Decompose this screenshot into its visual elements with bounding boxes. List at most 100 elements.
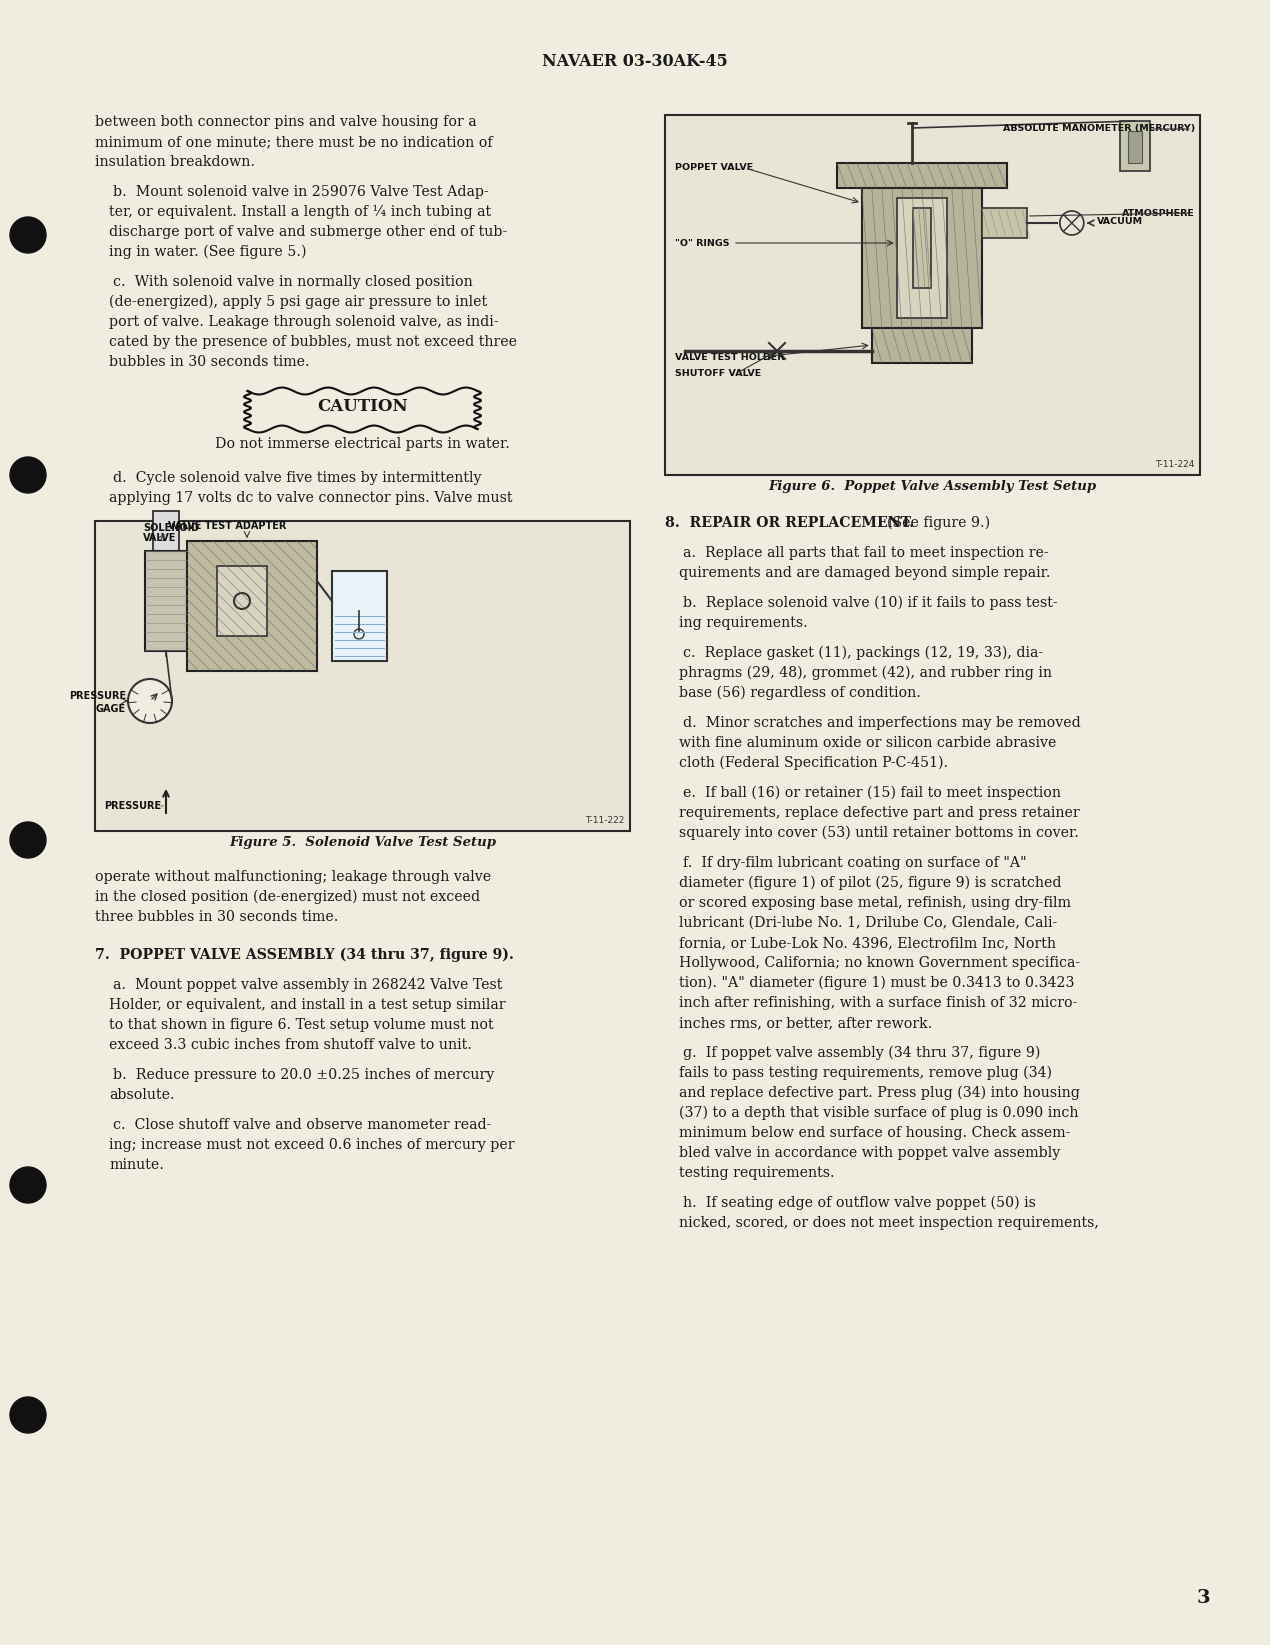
- Text: requirements, replace defective part and press retainer: requirements, replace defective part and…: [679, 806, 1080, 819]
- Text: ing in water. (See figure 5.): ing in water. (See figure 5.): [109, 245, 306, 260]
- Text: h.  If seating edge of outflow valve poppet (50) is: h. If seating edge of outflow valve popp…: [683, 1196, 1036, 1211]
- Text: minute.: minute.: [109, 1158, 164, 1171]
- Text: Figure 5.  Solenoid Valve Test Setup: Figure 5. Solenoid Valve Test Setup: [229, 836, 497, 849]
- Text: fornia, or Lube-Lok No. 4396, Electrofilm Inc, North: fornia, or Lube-Lok No. 4396, Electrofil…: [679, 936, 1055, 951]
- Circle shape: [10, 1397, 46, 1433]
- Text: bubbles in 30 seconds time.: bubbles in 30 seconds time.: [109, 355, 310, 368]
- Text: GAGE: GAGE: [95, 704, 126, 714]
- Text: d.  Cycle solenoid valve five times by intermittently: d. Cycle solenoid valve five times by in…: [113, 470, 481, 485]
- Circle shape: [10, 822, 46, 859]
- Bar: [331, 571, 387, 661]
- Bar: [217, 566, 267, 637]
- Text: PRESSURE: PRESSURE: [104, 801, 161, 811]
- Text: minimum of one minute; there must be no indication of: minimum of one minute; there must be no …: [95, 135, 493, 150]
- Text: in the closed position (de-energized) must not exceed: in the closed position (de-energized) mu…: [95, 890, 480, 905]
- Text: inch after refinishing, with a surface finish of 32 micro-: inch after refinishing, with a surface f…: [679, 995, 1077, 1010]
- Text: T-11-222: T-11-222: [584, 816, 624, 826]
- Text: inches rms, or better, after rework.: inches rms, or better, after rework.: [679, 1017, 932, 1030]
- Text: tion). "A" diameter (figure 1) must be 0.3413 to 0.3423: tion). "A" diameter (figure 1) must be 0…: [679, 975, 1074, 990]
- Circle shape: [128, 679, 171, 724]
- Text: ing requirements.: ing requirements.: [679, 615, 808, 630]
- Text: (See figure 9.): (See figure 9.): [878, 517, 991, 530]
- Text: e.  If ball (16) or retainer (15) fail to meet inspection: e. If ball (16) or retainer (15) fail to…: [683, 786, 1060, 801]
- Text: CAUTION: CAUTION: [318, 398, 408, 415]
- Bar: [152, 512, 179, 551]
- Bar: [982, 207, 1027, 239]
- Text: with fine aluminum oxide or silicon carbide abrasive: with fine aluminum oxide or silicon carb…: [679, 735, 1057, 750]
- Text: f.  If dry-film lubricant coating on surface of "A": f. If dry-film lubricant coating on surf…: [683, 855, 1026, 870]
- Text: fails to pass testing requirements, remove plug (34): fails to pass testing requirements, remo…: [679, 1066, 1052, 1081]
- Text: b.  Mount solenoid valve in 259076 Valve Test Adap-: b. Mount solenoid valve in 259076 Valve …: [113, 184, 489, 199]
- Text: ATMOSPHERE: ATMOSPHERE: [1123, 209, 1195, 217]
- Text: c.  With solenoid valve in normally closed position: c. With solenoid valve in normally close…: [113, 275, 472, 290]
- Text: insulation breakdown.: insulation breakdown.: [95, 155, 255, 169]
- Text: a.  Mount poppet valve assembly in 268242 Valve Test: a. Mount poppet valve assembly in 268242…: [113, 979, 503, 992]
- Text: minimum below end surface of housing. Check assem-: minimum below end surface of housing. Ch…: [679, 1125, 1071, 1140]
- Text: c.  Close shutoff valve and observe manometer read-: c. Close shutoff valve and observe manom…: [113, 1119, 491, 1132]
- Bar: [665, 115, 1200, 475]
- Text: VALVE TEST HOLDER: VALVE TEST HOLDER: [674, 352, 785, 362]
- Text: applying 17 volts dc to valve connector pins. Valve must: applying 17 volts dc to valve connector …: [109, 490, 513, 505]
- Text: SHUTOFF VALVE: SHUTOFF VALVE: [674, 368, 761, 377]
- Text: d.  Minor scratches and imperfections may be removed: d. Minor scratches and imperfections may…: [683, 716, 1081, 730]
- Text: operate without malfunctioning; leakage through valve: operate without malfunctioning; leakage …: [95, 870, 491, 883]
- Text: Holder, or equivalent, and install in a test setup similar: Holder, or equivalent, and install in a …: [109, 999, 505, 1012]
- Text: c.  Replace gasket (11), packings (12, 19, 33), dia-: c. Replace gasket (11), packings (12, 19…: [683, 646, 1043, 660]
- Text: 3: 3: [1196, 1589, 1210, 1607]
- Text: quirements and are damaged beyond simple repair.: quirements and are damaged beyond simple…: [679, 566, 1050, 581]
- Text: (37) to a depth that visible surface of plug is 0.090 inch: (37) to a depth that visible surface of …: [679, 1105, 1078, 1120]
- Text: to that shown in figure 6. Test setup volume must not: to that shown in figure 6. Test setup vo…: [109, 1018, 494, 1031]
- Bar: [95, 521, 630, 831]
- Text: diameter (figure 1) of pilot (25, figure 9) is scratched: diameter (figure 1) of pilot (25, figure…: [679, 877, 1062, 890]
- Text: testing requirements.: testing requirements.: [679, 1166, 834, 1179]
- Bar: [897, 197, 947, 317]
- Bar: [913, 207, 931, 288]
- Text: three bubbles in 30 seconds time.: three bubbles in 30 seconds time.: [95, 910, 338, 924]
- Text: ABSOLUTE MANOMETER (MERCURY): ABSOLUTE MANOMETER (MERCURY): [1003, 125, 1195, 133]
- Text: VALVE TEST ADAPTER: VALVE TEST ADAPTER: [168, 521, 286, 531]
- Circle shape: [10, 1166, 46, 1202]
- Text: PRESSURE: PRESSURE: [69, 691, 126, 701]
- Circle shape: [10, 217, 46, 253]
- Text: a.  Replace all parts that fail to meet inspection re-: a. Replace all parts that fail to meet i…: [683, 546, 1049, 559]
- Text: T-11-224: T-11-224: [1154, 461, 1194, 469]
- Text: bled valve in accordance with poppet valve assembly: bled valve in accordance with poppet val…: [679, 1147, 1060, 1160]
- Text: SOLENOID: SOLENOID: [144, 523, 199, 533]
- Text: and replace defective part. Press plug (34) into housing: and replace defective part. Press plug (…: [679, 1086, 1080, 1101]
- Text: cated by the presence of bubbles, must not exceed three: cated by the presence of bubbles, must n…: [109, 336, 517, 349]
- Text: Do not immerse electrical parts in water.: Do not immerse electrical parts in water…: [215, 438, 511, 451]
- Text: NAVAER 03-30AK-45: NAVAER 03-30AK-45: [542, 54, 728, 71]
- Text: Hollywood, California; no known Government specifica-: Hollywood, California; no known Governme…: [679, 956, 1080, 971]
- Bar: [187, 541, 318, 671]
- Text: nicked, scored, or does not meet inspection requirements,: nicked, scored, or does not meet inspect…: [679, 1216, 1099, 1230]
- Text: 8.  REPAIR OR REPLACEMENT.: 8. REPAIR OR REPLACEMENT.: [665, 517, 914, 530]
- Text: g.  If poppet valve assembly (34 thru 37, figure 9): g. If poppet valve assembly (34 thru 37,…: [683, 1046, 1040, 1061]
- Bar: [145, 551, 187, 651]
- Text: 7.  POPPET VALVE ASSEMBLY (34 thru 37, figure 9).: 7. POPPET VALVE ASSEMBLY (34 thru 37, fi…: [95, 948, 514, 962]
- Text: cloth (Federal Specification P-C-451).: cloth (Federal Specification P-C-451).: [679, 757, 949, 770]
- Text: absolute.: absolute.: [109, 1087, 175, 1102]
- Bar: [1120, 122, 1151, 171]
- Text: ing; increase must not exceed 0.6 inches of mercury per: ing; increase must not exceed 0.6 inches…: [109, 1138, 514, 1152]
- Text: squarely into cover (53) until retainer bottoms in cover.: squarely into cover (53) until retainer …: [679, 826, 1080, 841]
- Text: or scored exposing base metal, refinish, using dry-film: or scored exposing base metal, refinish,…: [679, 897, 1071, 910]
- Text: "O" RINGS: "O" RINGS: [674, 239, 729, 247]
- Text: b.  Reduce pressure to 20.0 ±0.25 inches of mercury: b. Reduce pressure to 20.0 ±0.25 inches …: [113, 1068, 494, 1082]
- Text: phragms (29, 48), grommet (42), and rubber ring in: phragms (29, 48), grommet (42), and rubb…: [679, 666, 1052, 681]
- Text: Figure 6.  Poppet Valve Assembly Test Setup: Figure 6. Poppet Valve Assembly Test Set…: [768, 480, 1096, 494]
- Text: POPPET VALVE: POPPET VALVE: [674, 163, 753, 173]
- Text: base (56) regardless of condition.: base (56) regardless of condition.: [679, 686, 921, 701]
- Text: exceed 3.3 cubic inches from shutoff valve to unit.: exceed 3.3 cubic inches from shutoff val…: [109, 1038, 472, 1053]
- Text: lubricant (Dri-lube No. 1, Drilube Co, Glendale, Cali-: lubricant (Dri-lube No. 1, Drilube Co, G…: [679, 916, 1057, 929]
- Text: b.  Replace solenoid valve (10) if it fails to pass test-: b. Replace solenoid valve (10) if it fai…: [683, 595, 1058, 610]
- Bar: [862, 188, 982, 327]
- Text: discharge port of valve and submerge other end of tub-: discharge port of valve and submerge oth…: [109, 225, 507, 239]
- Text: ter, or equivalent. Install a length of ¼ inch tubing at: ter, or equivalent. Install a length of …: [109, 206, 491, 219]
- Text: VACUUM: VACUUM: [1097, 217, 1143, 225]
- Text: between both connector pins and valve housing for a: between both connector pins and valve ho…: [95, 115, 476, 128]
- Text: port of valve. Leakage through solenoid valve, as indi-: port of valve. Leakage through solenoid …: [109, 314, 499, 329]
- Circle shape: [10, 457, 46, 494]
- Bar: [1128, 132, 1142, 163]
- Text: (de-energized), apply 5 psi gage air pressure to inlet: (de-energized), apply 5 psi gage air pre…: [109, 294, 488, 309]
- Bar: [871, 327, 972, 364]
